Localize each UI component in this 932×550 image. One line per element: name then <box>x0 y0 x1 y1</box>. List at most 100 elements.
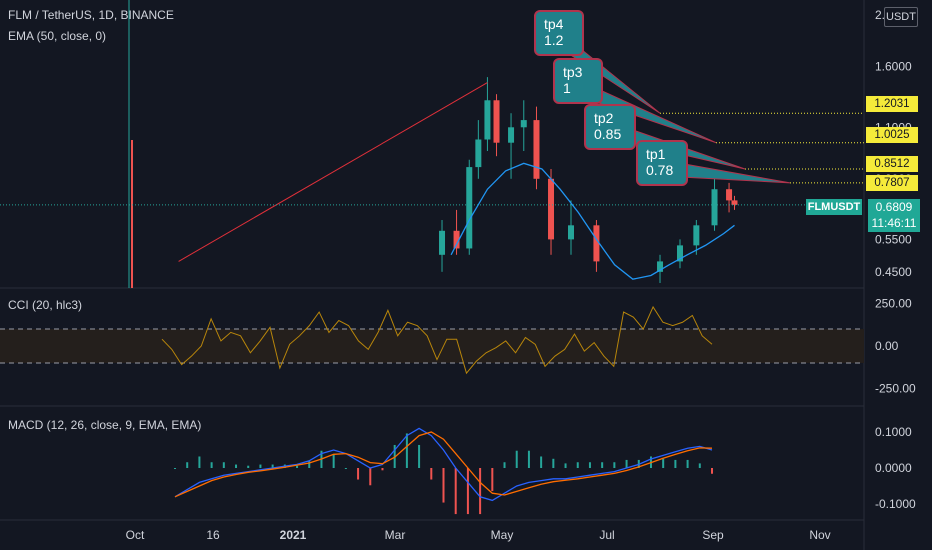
macd-histogram-bar <box>259 464 262 468</box>
macd-histogram-bar <box>527 450 530 468</box>
signal-line <box>174 431 713 498</box>
macd-histogram-bar <box>491 468 494 492</box>
macd-histogram-bar <box>174 468 176 469</box>
macd-histogram-bar <box>186 462 189 468</box>
candle-body <box>453 230 460 249</box>
cci-axis-label: 0.00 <box>875 339 899 353</box>
time-axis-label: May <box>491 528 514 542</box>
price-axis-label: 1.6000 <box>875 60 912 74</box>
macd-line <box>174 427 713 502</box>
candle-body <box>520 120 527 128</box>
macd-histogram-bar <box>381 468 384 471</box>
macd-histogram-bar <box>552 458 555 468</box>
candle-body <box>533 120 540 179</box>
bar-countdown: 11:46:11 <box>871 216 917 230</box>
macd-histogram-bar <box>296 465 299 468</box>
candle-body <box>508 127 515 143</box>
macd-histogram-bar <box>308 461 311 468</box>
macd-histogram-bar <box>674 459 677 468</box>
macd-histogram-bar <box>662 458 665 468</box>
macd-histogram-bar <box>588 462 591 468</box>
price-pane <box>0 0 864 288</box>
candle-body <box>475 139 482 168</box>
macd-axis-label: 0.1000 <box>875 425 912 439</box>
time-axis-label: Sep <box>702 528 724 542</box>
time-axis-label: Oct <box>126 528 145 542</box>
macd-histogram-bar <box>369 468 372 486</box>
tp3-value: 1 <box>563 80 571 96</box>
macd-histogram-bar <box>686 459 689 468</box>
macd-histogram-bar <box>466 468 469 515</box>
tp2-value: 0.85 <box>594 126 622 142</box>
macd-histogram-bar <box>576 462 579 468</box>
candle-body <box>484 100 491 140</box>
currency-unit-button[interactable]: USDT <box>884 7 918 27</box>
chart-title: FLM / TetherUS, 1D, BINANCE <box>8 8 174 22</box>
candle-body <box>726 189 733 201</box>
time-axis-label: 16 <box>206 528 220 542</box>
cci-axis-label: -250.00 <box>875 381 916 395</box>
time-axis-label: Nov <box>809 528 830 542</box>
ema-legend: EMA (50, close, 0) <box>8 29 107 43</box>
macd-histogram-bar <box>405 433 408 468</box>
price-tag-tp4: 1.2031 <box>866 96 918 112</box>
ema-line <box>450 162 735 280</box>
candle-body <box>439 230 446 255</box>
candle-body <box>493 100 500 143</box>
tp3-label[interactable]: tp3 1 <box>553 58 603 104</box>
macd-histogram-bar <box>711 468 713 474</box>
macd-histogram-bar <box>479 468 482 515</box>
macd-legend: MACD (12, 26, close, 9, EMA, EMA) <box>8 418 202 432</box>
macd-histogram-bar <box>564 463 567 468</box>
tp2-label[interactable]: tp2 0.85 <box>584 104 636 150</box>
candle-body <box>711 189 718 226</box>
price-axis-label: 0.4500 <box>875 265 912 279</box>
macd-axis-label: 0.0000 <box>875 461 912 475</box>
candle-body <box>693 225 700 246</box>
time-axis-label: Jul <box>599 528 614 542</box>
symbol-tag: FLMUSDT <box>806 199 862 215</box>
candle-body <box>731 200 738 205</box>
macd-histogram-bar <box>247 465 250 468</box>
macd-histogram-bar <box>430 468 433 480</box>
cci-line <box>161 305 713 375</box>
candle-body <box>568 225 574 240</box>
price-tag-tp3: 1.0025 <box>866 127 918 143</box>
candle-body <box>548 178 555 240</box>
macd-histogram-bar <box>332 454 335 468</box>
tp1-value: 0.78 <box>646 162 674 178</box>
candle-body <box>466 167 473 249</box>
macd-histogram-bar <box>442 468 445 503</box>
price-tag-tp2: 0.8512 <box>866 156 918 172</box>
macd-histogram-bar <box>271 464 274 468</box>
macd-histogram-bar <box>235 464 238 468</box>
macd-histogram-bar <box>613 462 616 468</box>
cci-axis-label: 250.00 <box>875 297 912 311</box>
macd-histogram-bar <box>515 450 518 468</box>
price-axis-label: 0.5500 <box>875 232 912 246</box>
macd-histogram-bar <box>357 468 360 480</box>
last-price-value: 0.6809 <box>875 200 913 214</box>
macd-histogram-bar <box>698 463 701 468</box>
tp1-label[interactable]: tp1 0.78 <box>636 140 688 186</box>
tp4-label[interactable]: tp4 1.2 <box>534 10 584 56</box>
macd-histogram-bar <box>344 468 347 469</box>
cci-legend: CCI (20, hlc3) <box>8 298 83 312</box>
macd-histogram-bar <box>503 462 506 468</box>
candle-body <box>657 261 664 272</box>
macd-histogram-bar <box>418 444 421 468</box>
macd-histogram-bar <box>222 462 225 468</box>
macd-histogram-bar <box>625 459 628 468</box>
candle-body <box>677 245 683 262</box>
tp4-name: tp4 <box>544 16 564 32</box>
macd-histogram-bar <box>210 462 213 468</box>
last-price-tag: 0.6809 11:46:11 <box>868 199 920 232</box>
tp2-name: tp2 <box>594 110 614 126</box>
descending-trendline <box>178 82 488 262</box>
time-axis-label: 2021 <box>280 528 307 542</box>
candle-body <box>593 225 600 262</box>
macd-axis-label: -0.1000 <box>875 497 916 511</box>
price-tag-tp1: 0.7807 <box>866 175 918 191</box>
macd-histogram-bar <box>454 468 457 515</box>
